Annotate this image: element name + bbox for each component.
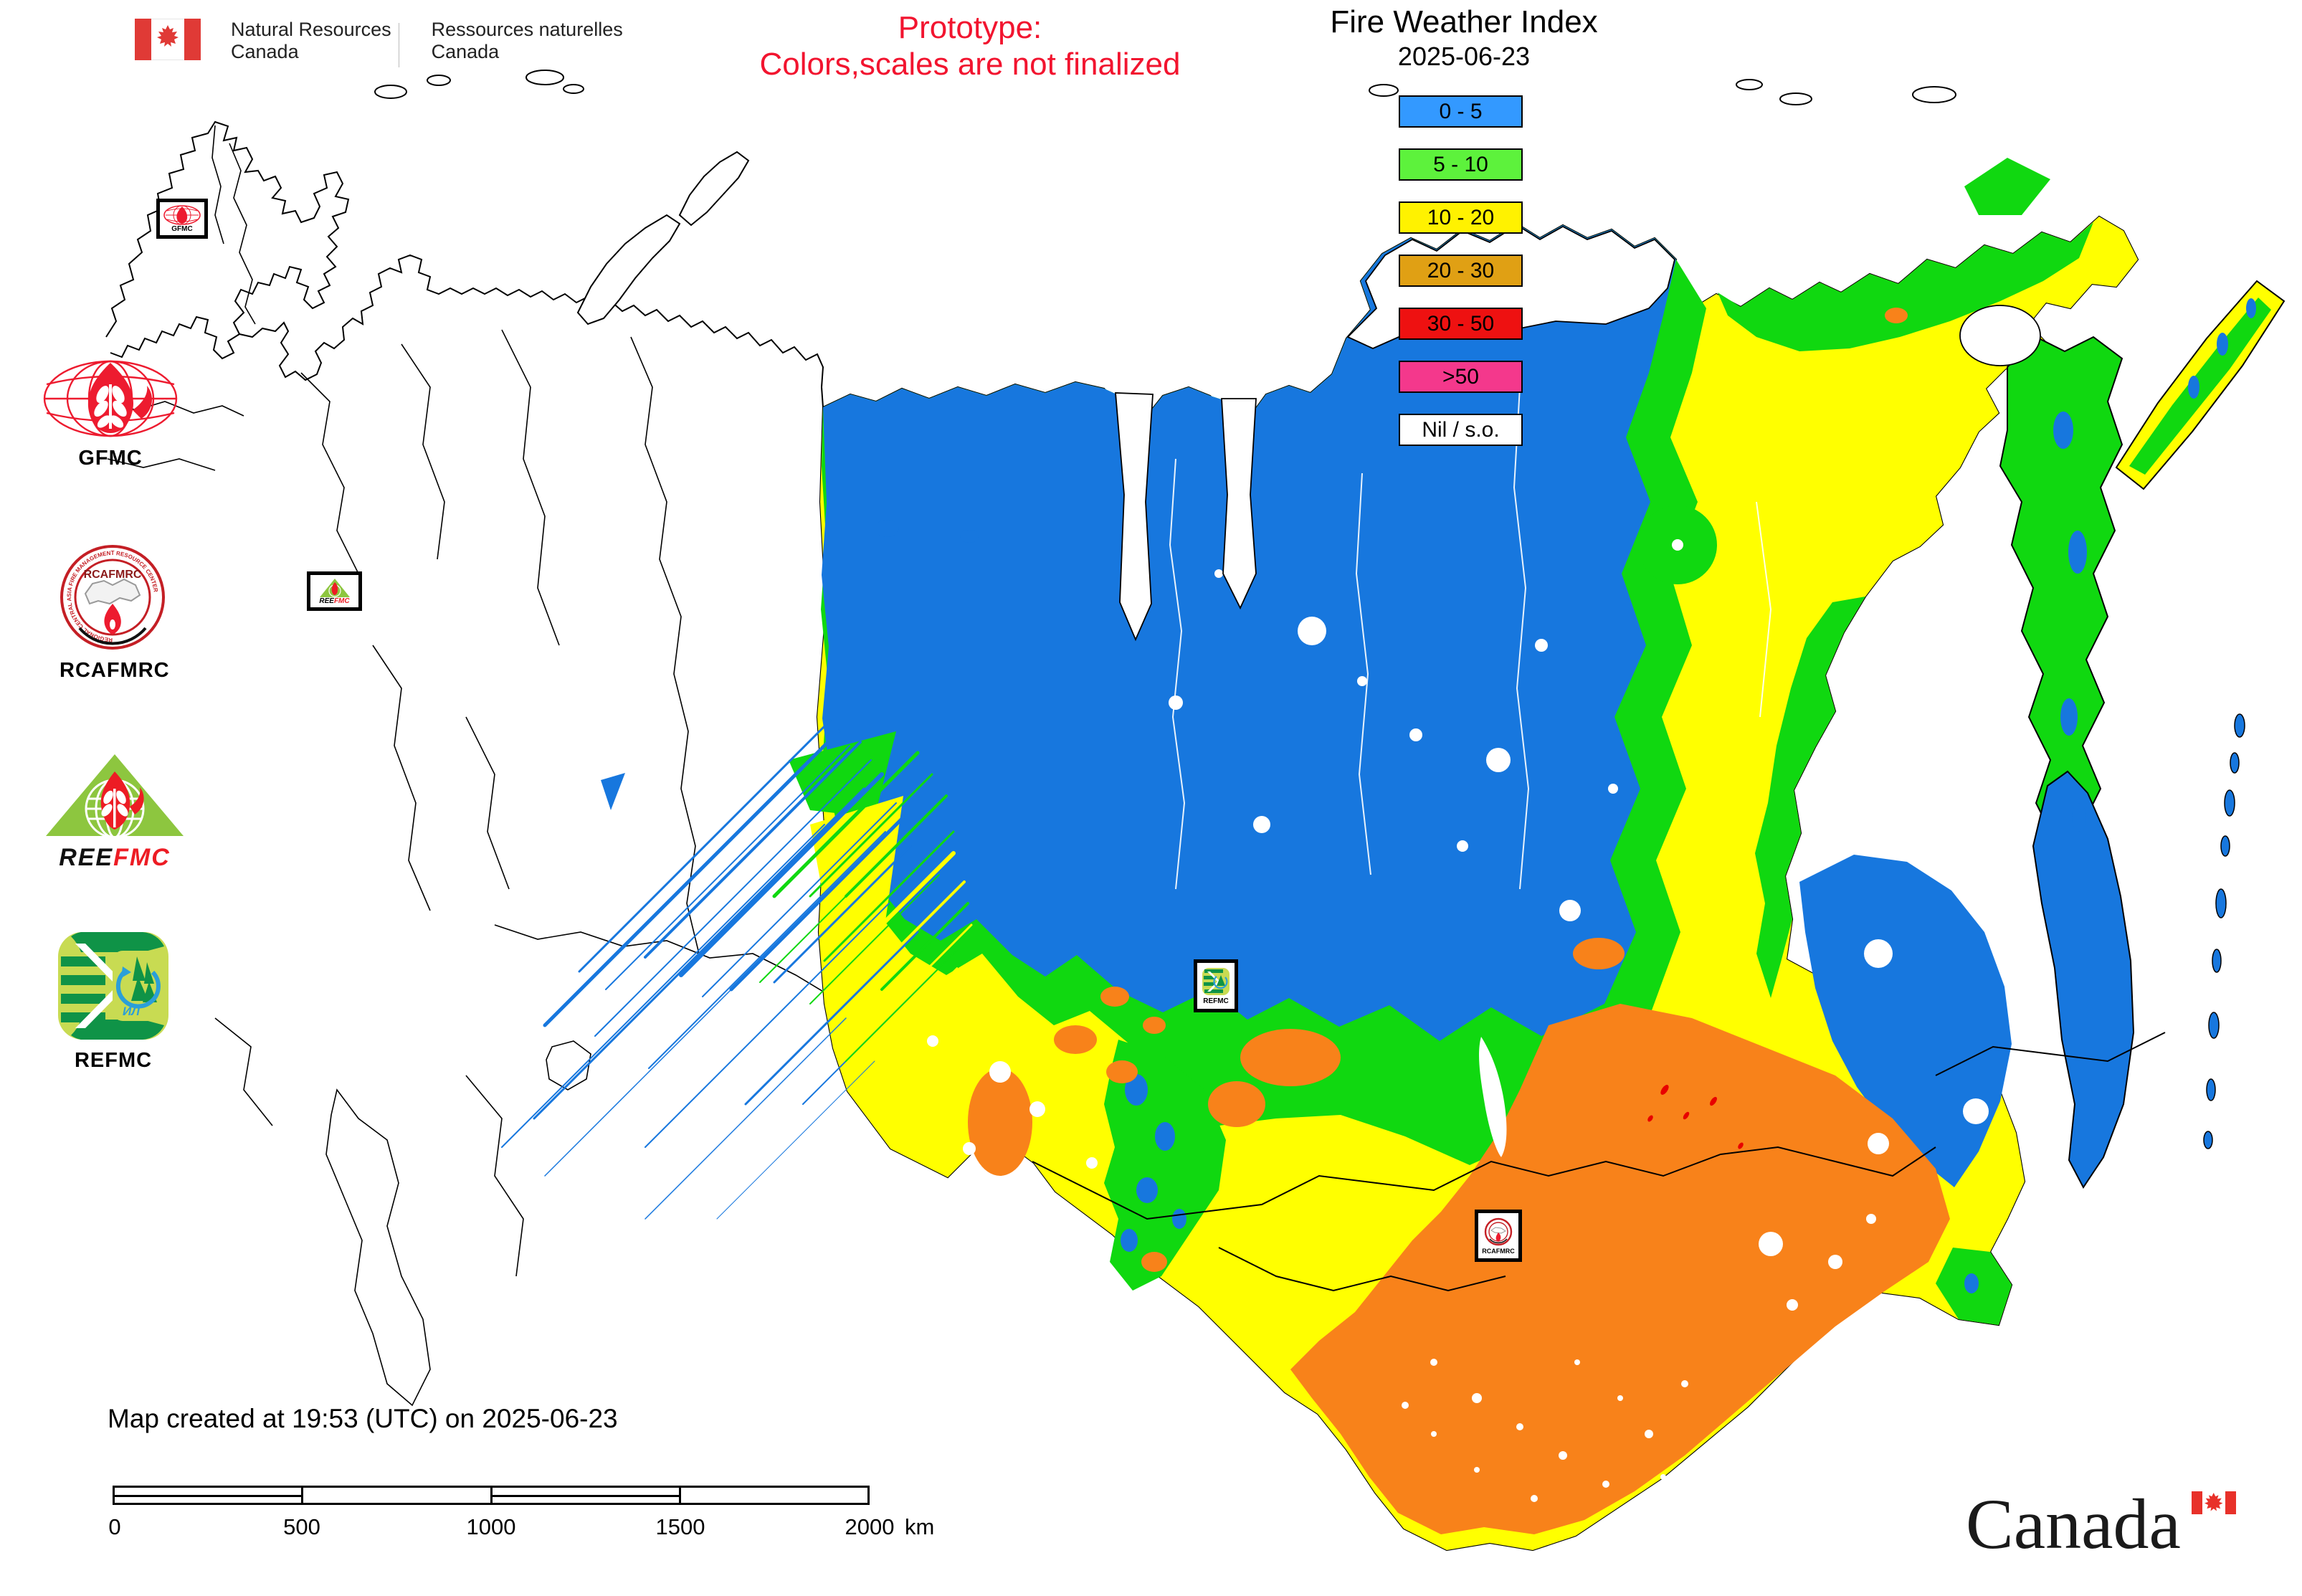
reefmc-logo-block: REEFMC <box>39 751 190 872</box>
scale-segment <box>492 1488 681 1503</box>
refmc-marker-icon <box>1202 967 1230 995</box>
legend-item-20-30: 20 - 30 <box>1399 255 1523 287</box>
canada-flag-icon <box>135 19 201 60</box>
legend-item-0-5: 0 - 5 <box>1399 95 1523 128</box>
map-date: 2025-06-23 <box>1397 42 1531 71</box>
scale-segment <box>303 1488 493 1503</box>
streaks-green <box>759 751 969 1062</box>
fwi-legend: 0 - 5 5 - 10 10 - 20 20 - 30 30 - 50 >50… <box>1399 95 1523 467</box>
rcafmrc-logo-block: REGIONAL CENTRAL ASIA FIRE MANAGEMENT RE… <box>60 543 170 683</box>
reefmc-label: REEFMC <box>59 844 171 871</box>
refmc-logo-block: ИЛ REFMC <box>56 931 171 1073</box>
reefmc-marker-icon <box>319 578 350 597</box>
map-marker-reefmc: REEFMC <box>307 571 362 611</box>
legend-item-5-10: 5 - 10 <box>1399 148 1523 181</box>
map-lakes <box>927 386 1989 1502</box>
refmc-label: REFMC <box>74 1049 153 1072</box>
reefmc-logo-icon <box>46 754 184 839</box>
arctic-islands <box>374 70 1956 326</box>
agency-name-en: Natural Resources Canada <box>231 19 391 62</box>
rcafmrc-marker-icon <box>1484 1217 1513 1245</box>
scale-segment <box>681 1488 867 1503</box>
prototype-disclaimer: Prototype: Colors,scales are not finaliz… <box>683 10 1257 83</box>
svg-text:ИЛ: ИЛ <box>123 1004 140 1018</box>
southern-borders <box>1032 1032 2166 1292</box>
map-marker-rcafmrc: RCAFMRC <box>1475 1210 1522 1262</box>
page-title: Fire Weather Index <box>1330 4 1598 39</box>
legend-item-30-50: 30 - 50 <box>1399 308 1523 340</box>
streaks-solid <box>601 731 903 946</box>
scale-label: 1000 <box>466 1514 516 1539</box>
gfmc-logo-block: GFMC <box>42 358 179 470</box>
scale-label: 2000 <box>845 1514 895 1539</box>
scale-label: 1500 <box>655 1514 705 1539</box>
canada-wordmark: Canada <box>1966 1484 2181 1564</box>
svg-text:RCAFMRC: RCAFMRC <box>84 569 142 581</box>
map-marker-refmc: REFMC <box>1194 959 1238 1012</box>
scale-unit: km <box>905 1514 935 1539</box>
lake-baikal <box>1479 1037 1507 1157</box>
prototype-line2: Colors,scales are not finalized <box>759 47 1181 82</box>
canada-wordmark-flag-icon <box>2192 1491 2236 1514</box>
refmc-logo-icon: ИЛ <box>58 932 168 1040</box>
streaks-blue <box>501 719 933 1220</box>
rcafmrc-logo-icon: REGIONAL CENTRAL ASIA FIRE MANAGEMENT RE… <box>60 545 165 650</box>
scale-bar-labels: 0 500 1000 1500 2000 km <box>0 1514 1004 1543</box>
creation-timestamp: Map created at 19:53 (UTC) on 2025-06-23 <box>108 1404 618 1433</box>
scale-bar <box>113 1486 870 1505</box>
gfmc-logo-icon <box>43 360 178 437</box>
scale-label: 500 <box>283 1514 320 1539</box>
nrcan-header: Natural Resources Canada Ressources natu… <box>135 19 623 67</box>
fwi-zone-20-30 <box>968 308 1950 1534</box>
gfmc-label: GFMC <box>78 447 143 470</box>
legend-item-10-20: 10 - 20 <box>1399 201 1523 234</box>
prototype-line1: Prototype: <box>898 10 1042 45</box>
streaks-yellow <box>851 851 973 1048</box>
rcafmrc-label: RCAFMRC <box>60 659 170 682</box>
legend-item-nil: Nil / s.o. <box>1399 414 1523 446</box>
scale-label: 0 <box>108 1514 121 1539</box>
scale-segment <box>115 1488 304 1503</box>
fwi-zone-30-50 <box>1647 1085 1744 1149</box>
map-marker-gfmc: GFMC <box>156 199 208 239</box>
agency-name-fr: Ressources naturelles Canada <box>431 19 623 62</box>
legend-item-gt50: >50 <box>1399 361 1523 393</box>
gfmc-marker-icon <box>163 205 201 225</box>
